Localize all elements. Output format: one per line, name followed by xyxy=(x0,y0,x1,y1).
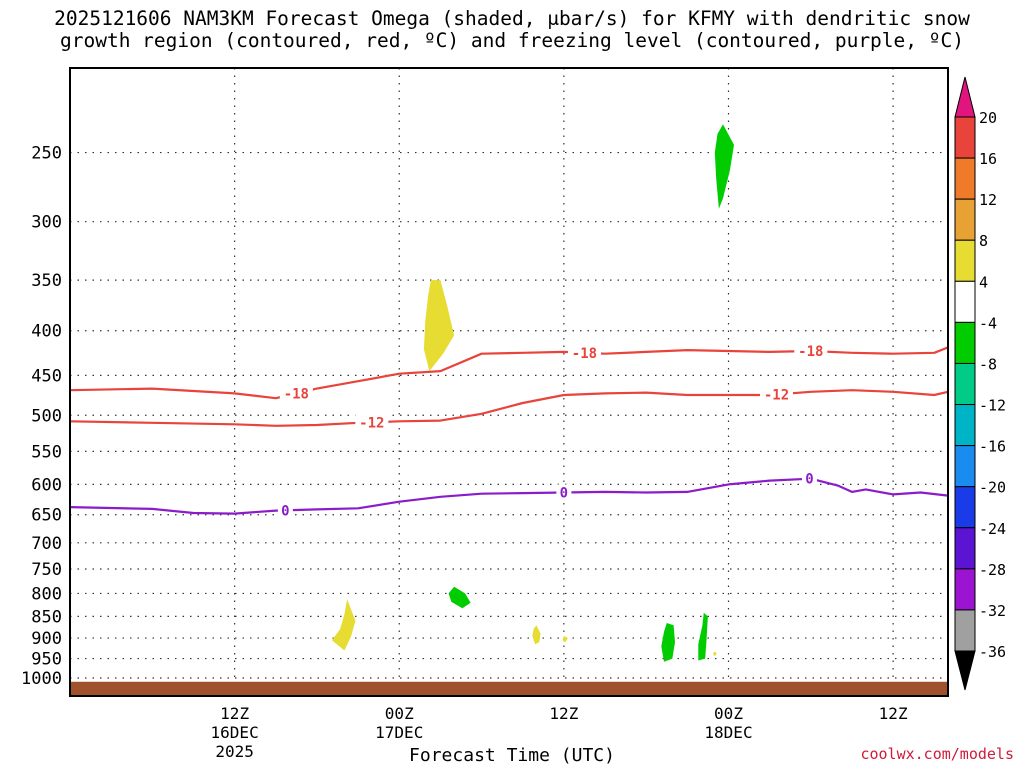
colorbar-label: -4 xyxy=(979,314,997,332)
contour-label-bg xyxy=(556,484,572,501)
contour-label: 0 xyxy=(560,486,568,502)
x-axis-title: Forecast Time (UTC) xyxy=(409,745,615,766)
y-tick-label-600: 600 xyxy=(31,475,62,495)
terrain-bar xyxy=(70,681,948,696)
colorbar-top-arrow xyxy=(954,76,976,118)
omega-positive-region xyxy=(423,280,455,372)
colorbar-bin xyxy=(954,527,976,570)
x-tick-label: 00Z xyxy=(385,704,414,723)
contour-line xyxy=(69,477,949,515)
x-tick-label: 17DEC xyxy=(375,723,423,742)
colorbar-label: -32 xyxy=(979,602,1006,620)
colorbar-label: -8 xyxy=(979,355,997,373)
omega-negative-region xyxy=(714,124,734,209)
x-tick-label: 12Z xyxy=(549,704,578,723)
contour-label-bg xyxy=(567,344,601,361)
contour-label: 0 xyxy=(805,472,813,488)
colorbar-label: -16 xyxy=(979,438,1006,456)
contour-label: -18 xyxy=(798,344,823,360)
x-tick-label: 16DEC xyxy=(211,723,259,742)
x-tick-label: 2025 xyxy=(215,742,254,761)
y-tick-label-1000: 1000 xyxy=(21,669,62,689)
contour-label: -18 xyxy=(572,346,597,362)
y-tick-label-800: 800 xyxy=(31,584,62,604)
omega-negative-region xyxy=(698,612,708,661)
x-tick-label: 12Z xyxy=(220,704,249,723)
omega-positive-region xyxy=(332,599,356,651)
y-tick-label-300: 300 xyxy=(31,213,62,233)
y-tick-label-350: 350 xyxy=(31,271,62,291)
y-tick-label-950: 950 xyxy=(31,650,62,670)
contour-label-bg xyxy=(277,502,293,519)
y-tick-label-550: 550 xyxy=(31,442,62,462)
omega-positive-region xyxy=(713,652,717,656)
y-tick-label-400: 400 xyxy=(31,322,62,342)
omega-negative-region xyxy=(661,623,675,662)
colorbar-bin xyxy=(954,568,976,611)
x-tick-label: 12Z xyxy=(879,704,908,723)
colorbar-label: 12 xyxy=(979,191,997,209)
plot-frame xyxy=(69,67,949,697)
plot-area xyxy=(70,68,948,696)
y-tick-label-500: 500 xyxy=(31,406,62,426)
colorbar-bin xyxy=(954,157,976,200)
y-tick-label-450: 450 xyxy=(31,366,62,386)
colorbar-bin xyxy=(954,486,976,529)
colorbar-label: -28 xyxy=(979,561,1006,579)
colorbar-bin xyxy=(954,362,976,406)
contour-label-bg xyxy=(801,470,817,487)
contour-label: -12 xyxy=(359,415,384,431)
omega-negative-region xyxy=(448,586,471,609)
colorbar-label: 20 xyxy=(979,109,997,127)
contour-label: 0 xyxy=(281,503,289,519)
contour-label-bg xyxy=(794,343,828,360)
colorbar-bin xyxy=(954,445,976,488)
colorbar-label: -24 xyxy=(979,520,1006,538)
contour-label-bg xyxy=(279,385,313,402)
y-tick-label-700: 700 xyxy=(31,534,62,554)
contour-line xyxy=(69,389,949,427)
colorbar-bottom-arrow xyxy=(954,650,976,691)
colorbar-bin xyxy=(954,404,976,447)
colorbar-bin xyxy=(954,239,976,282)
colorbar-bin xyxy=(954,609,976,652)
x-tick-label: 00Z xyxy=(714,704,743,723)
colorbar-bin xyxy=(954,321,976,364)
credit-text: coolwx.com/models xyxy=(860,745,1014,763)
colorbar-label: 4 xyxy=(979,273,988,291)
contour-label-bg xyxy=(760,386,794,403)
chart-title-line1: 2025121606 NAM3KM Forecast Omega (shaded… xyxy=(54,7,970,30)
y-tick-label-850: 850 xyxy=(31,607,62,627)
colorbar-bin xyxy=(954,116,976,159)
contour-label: -18 xyxy=(284,386,309,402)
omega-positive-region xyxy=(532,625,541,645)
y-tick-label-750: 750 xyxy=(31,560,62,580)
colorbar-label: -20 xyxy=(979,479,1006,497)
y-tick-label-900: 900 xyxy=(31,629,62,649)
x-tick-label: 18DEC xyxy=(704,723,752,742)
colorbar-label: -36 xyxy=(979,643,1006,661)
y-tick-label-250: 250 xyxy=(31,144,62,164)
colorbar-bin xyxy=(954,280,976,323)
contour-label: -12 xyxy=(764,388,789,404)
omega-positive-region xyxy=(562,636,568,643)
chart-title-line2: growth region (contoured, red, ºC) and f… xyxy=(60,29,964,52)
y-tick-label-650: 650 xyxy=(31,506,62,526)
colorbar-bin xyxy=(954,198,976,241)
contour-label-bg xyxy=(355,414,389,431)
colorbar-label: -12 xyxy=(979,397,1006,415)
colorbar-label: 8 xyxy=(979,232,988,250)
colorbar-label: 16 xyxy=(979,150,997,168)
